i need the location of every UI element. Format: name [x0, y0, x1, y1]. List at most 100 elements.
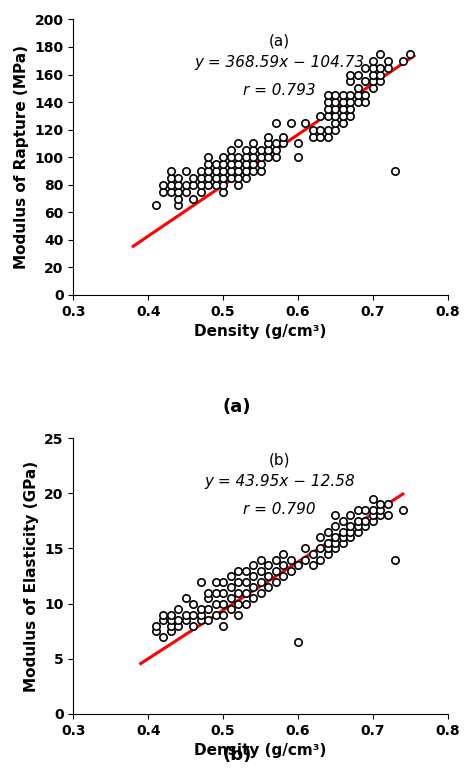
Point: [377, 75, 384, 87]
Point: [249, 559, 257, 571]
Point: [174, 178, 182, 191]
Point: [407, 48, 414, 60]
Point: [332, 117, 339, 129]
Point: [174, 603, 182, 615]
Point: [219, 587, 227, 599]
Point: [189, 598, 197, 610]
Point: [242, 144, 249, 157]
Point: [219, 151, 227, 164]
Point: [204, 587, 212, 599]
Point: [189, 608, 197, 621]
Point: [212, 171, 219, 184]
Text: (b): (b): [222, 747, 252, 764]
Point: [362, 515, 369, 527]
Point: [362, 75, 369, 87]
Point: [152, 199, 159, 212]
Point: [212, 178, 219, 191]
Point: [249, 144, 257, 157]
Point: [317, 531, 324, 543]
Text: r = 0.793: r = 0.793: [243, 83, 316, 98]
Point: [301, 554, 309, 566]
Point: [212, 608, 219, 621]
Point: [279, 137, 287, 150]
Point: [399, 504, 407, 516]
Point: [219, 619, 227, 631]
Point: [204, 164, 212, 177]
Point: [369, 504, 377, 516]
Point: [392, 554, 399, 566]
Point: [346, 510, 354, 522]
Point: [384, 498, 392, 510]
Point: [362, 62, 369, 74]
Point: [272, 564, 279, 577]
Point: [369, 62, 377, 74]
Point: [219, 185, 227, 198]
Point: [279, 548, 287, 560]
Point: [197, 603, 204, 615]
Point: [174, 185, 182, 198]
Point: [354, 89, 362, 101]
Point: [257, 564, 264, 577]
Point: [324, 110, 332, 122]
Point: [227, 592, 234, 604]
Point: [249, 570, 257, 582]
Point: [332, 510, 339, 522]
Point: [369, 493, 377, 505]
Point: [219, 575, 227, 587]
Text: y = 368.59x − 104.73: y = 368.59x − 104.73: [194, 56, 365, 70]
Point: [339, 110, 346, 122]
Point: [362, 504, 369, 516]
Point: [257, 587, 264, 599]
Point: [174, 619, 182, 631]
Point: [219, 164, 227, 177]
Point: [159, 631, 167, 643]
Point: [197, 171, 204, 184]
Point: [204, 178, 212, 191]
Point: [182, 178, 190, 191]
Text: (a): (a): [223, 398, 251, 415]
Point: [264, 581, 272, 593]
Point: [167, 164, 174, 177]
Point: [384, 62, 392, 74]
Point: [167, 614, 174, 626]
Point: [346, 89, 354, 101]
Point: [204, 158, 212, 171]
Point: [377, 498, 384, 510]
Point: [332, 89, 339, 101]
Point: [234, 598, 242, 610]
Point: [227, 581, 234, 593]
Point: [234, 158, 242, 171]
Point: [377, 504, 384, 516]
Point: [257, 151, 264, 164]
Point: [212, 575, 219, 587]
Point: [219, 171, 227, 184]
Point: [234, 587, 242, 599]
Point: [279, 559, 287, 571]
Point: [257, 554, 264, 566]
Point: [324, 542, 332, 554]
Point: [346, 96, 354, 108]
Point: [346, 103, 354, 115]
Point: [167, 171, 174, 184]
Point: [174, 614, 182, 626]
Point: [219, 608, 227, 621]
Point: [332, 124, 339, 136]
Point: [167, 185, 174, 198]
Point: [249, 158, 257, 171]
Point: [249, 164, 257, 177]
Point: [339, 103, 346, 115]
Text: y = 43.95x − 12.58: y = 43.95x − 12.58: [204, 474, 355, 489]
Point: [227, 603, 234, 615]
Point: [204, 151, 212, 164]
Point: [346, 526, 354, 538]
Point: [159, 608, 167, 621]
Point: [212, 164, 219, 177]
Point: [227, 144, 234, 157]
Point: [332, 520, 339, 533]
Point: [204, 592, 212, 604]
Point: [346, 520, 354, 533]
X-axis label: Density (g/cm³): Density (g/cm³): [194, 743, 327, 758]
Point: [152, 625, 159, 638]
Text: r = 0.790: r = 0.790: [243, 502, 316, 516]
Point: [204, 171, 212, 184]
